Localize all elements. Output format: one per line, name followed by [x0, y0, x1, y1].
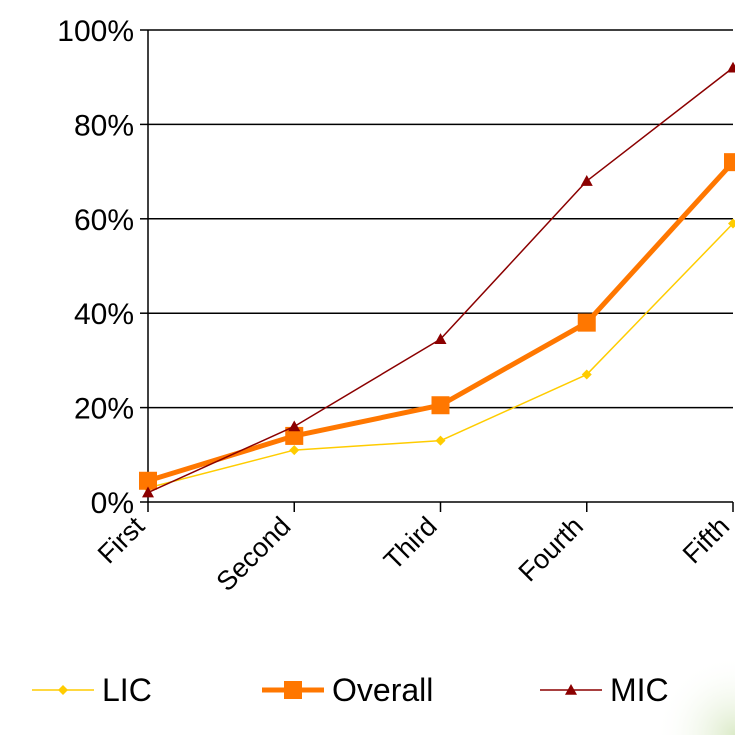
series-mic: [142, 61, 735, 498]
data-point: [431, 396, 450, 415]
series-group: [139, 61, 735, 498]
y-tick-label: 60%: [74, 204, 134, 237]
data-point: [288, 420, 301, 432]
data-point: [285, 426, 304, 445]
data-point: [289, 445, 300, 456]
y-tick-label: 80%: [74, 109, 134, 142]
legend-item-mic: MIC: [540, 672, 669, 708]
data-point: [577, 313, 596, 332]
legend-item-overall: Overall: [262, 672, 433, 708]
x-tick-label: Fifth: [677, 511, 735, 569]
legend-item-lic: LIC: [32, 672, 152, 708]
data-point: [581, 369, 592, 380]
series-line: [147, 160, 735, 484]
y-axis-ticks: 0% 20% 40% 60% 80% 100%: [57, 15, 148, 520]
data-point: [434, 333, 447, 344]
series-line: [147, 222, 734, 489]
x-tick-label: Second: [211, 511, 297, 597]
y-tick-label: 40%: [74, 298, 134, 331]
data-point: [58, 685, 68, 695]
legend-label: MIC: [610, 672, 669, 708]
axes: [147, 30, 733, 503]
data-point: [565, 684, 577, 695]
x-axis-ticks: First Second Third Fourth Fifth: [92, 502, 735, 597]
x-tick-label: Fourth: [513, 511, 589, 587]
legend-label: LIC: [102, 672, 152, 708]
data-point: [727, 61, 735, 73]
data-point: [284, 681, 302, 699]
series-line: [147, 67, 734, 494]
data-point: [139, 471, 157, 490]
x-tick-label: Third: [378, 511, 443, 576]
data-point: [724, 153, 735, 172]
y-tick-label: 20%: [74, 393, 134, 426]
corner-decoration: [655, 655, 735, 735]
y-tick-label: 0%: [91, 487, 134, 520]
grid-lines: [148, 29, 733, 409]
data-point: [728, 218, 735, 229]
y-tick-label: 100%: [57, 15, 134, 48]
data-point: [142, 486, 154, 498]
legend-label: Overall: [332, 672, 433, 708]
data-point: [580, 175, 593, 186]
legend: LIC Overall MIC: [32, 672, 669, 708]
data-point: [435, 435, 446, 446]
series-overall: [139, 153, 735, 490]
